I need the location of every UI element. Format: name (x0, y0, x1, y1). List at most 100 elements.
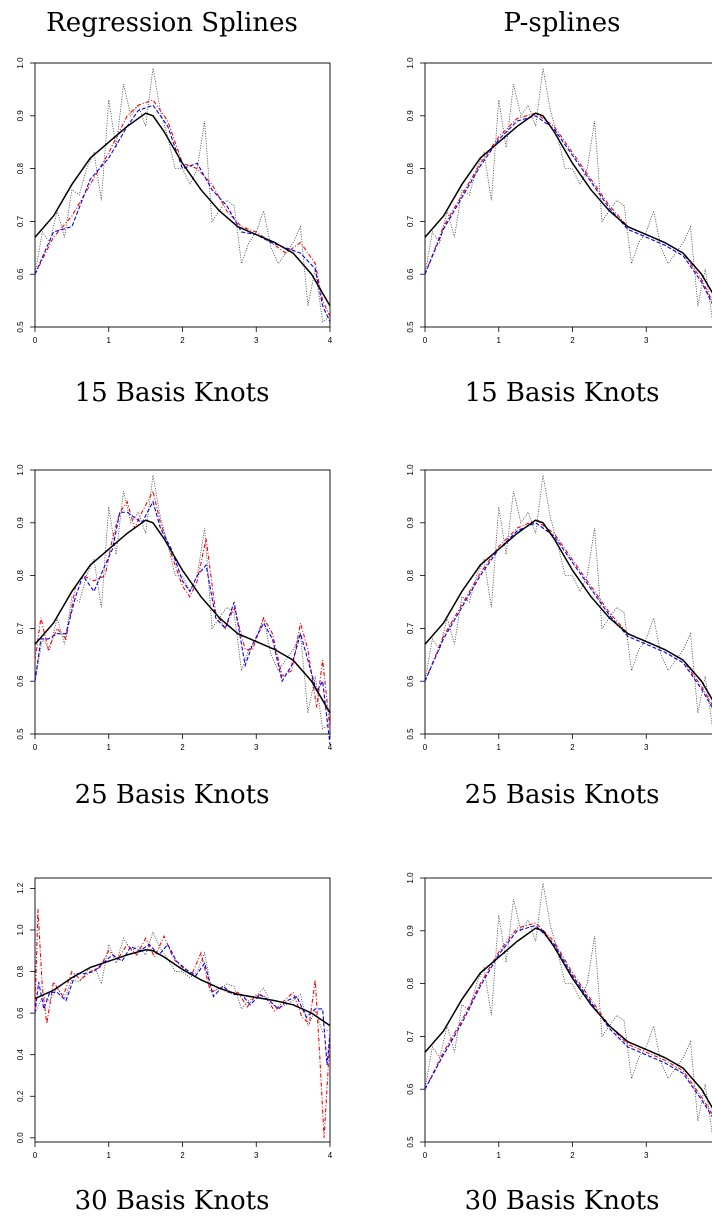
y-tick-label: 0.8 (406, 162, 415, 174)
x-tick-label: 2 (570, 336, 575, 345)
x-tick-label: 3 (644, 336, 649, 345)
chart-regression-15-knots: 0 1 2 3 4 0.5 0.6 0.7 0.8 0.9 1.0 (16, 57, 333, 345)
x-tick-label: 3 (254, 743, 259, 752)
y-tick-label: 0.5 (16, 321, 25, 333)
true-function-line (34, 519, 331, 714)
x-tick-label: 1 (107, 336, 112, 345)
y-tick-label: 0.8 (406, 977, 415, 989)
y-tick-label: 0.6 (16, 268, 25, 280)
y-tick-label: 0.9 (16, 517, 25, 529)
fit-red-line (424, 112, 712, 302)
x-tick-label: 1 (107, 1151, 112, 1160)
fit-blue-line (34, 500, 331, 745)
true-function-line (424, 519, 712, 701)
x-tick-label: 4 (328, 336, 333, 345)
y-tick-label: 0.6 (406, 675, 415, 687)
y-tick-label: 1.0 (16, 464, 25, 476)
y-tick-label: 0.6 (16, 675, 25, 687)
y-tick-label: 1.2 (16, 882, 25, 894)
x-tick-label: 0 (33, 1151, 38, 1160)
y-tick-label: 0.7 (406, 622, 415, 634)
caption-regression-15-knots: 15 Basis Knots (74, 378, 270, 408)
y-tick-label: 0.8 (16, 162, 25, 174)
caption-regression-25-knots: 25 Basis Knots (74, 780, 270, 810)
observed-data-line (424, 475, 712, 728)
x-tick-label: 0 (33, 743, 38, 752)
fit-blue-line (424, 924, 712, 1118)
y-tick-label: 0.6 (406, 268, 415, 280)
y-tick-label: 0.8 (406, 569, 415, 581)
x-tick-label: 2 (570, 743, 575, 752)
y-tick-label: 0.5 (406, 321, 415, 333)
caption-psplines-30-knots: 30 Basis Knots (464, 1186, 660, 1216)
plot-frame (424, 469, 712, 735)
fit-red-line (34, 489, 331, 729)
true-function-line (34, 948, 331, 1027)
y-tick-label: 0.5 (406, 728, 415, 740)
x-tick-label: 2 (180, 1151, 185, 1160)
true-function-line (424, 112, 712, 294)
y-tick-label: 0.8 (16, 965, 25, 977)
y-tick-label: 0.9 (16, 110, 25, 122)
chart-regression-30-knots: 0 1 2 3 4 0.0 0.2 0.4 0.6 0.8 1.0 1.2 (16, 877, 333, 1160)
y-tick-label: 0.9 (406, 517, 415, 529)
x-tick-label: 1 (497, 743, 502, 752)
y-tick-label: 0.0 (16, 1132, 25, 1144)
fit-blue-line (424, 522, 712, 709)
caption-psplines-15-knots: 15 Basis Knots (464, 378, 660, 408)
x-tick-label: 3 (644, 743, 649, 752)
caption-regression-30-knots: 30 Basis Knots (74, 1186, 270, 1216)
observed-data-line (34, 475, 331, 730)
y-tick-label: 0.4 (16, 1049, 25, 1061)
y-tick-label: 0.9 (406, 925, 415, 937)
y-tick-label: 0.8 (16, 569, 25, 581)
y-tick-label: 0.2 (16, 1090, 25, 1102)
x-tick-label: 1 (497, 336, 502, 345)
x-tick-label: 3 (254, 336, 259, 345)
plot-frame (424, 62, 712, 328)
caption-psplines-25-knots: 25 Basis Knots (464, 780, 660, 810)
y-tick-label: 1.0 (406, 464, 415, 476)
y-tick-label: 0.9 (406, 110, 415, 122)
x-tick-label: 0 (423, 1151, 428, 1160)
fit-blue-line (34, 943, 331, 1066)
x-tick-label: 0 (423, 743, 428, 752)
x-tick-label: 2 (180, 743, 185, 752)
x-tick-label: 3 (254, 1151, 259, 1160)
column-title-p-splines: P-splines (503, 8, 621, 38)
true-function-line (34, 112, 331, 307)
x-tick-label: 0 (33, 336, 38, 345)
y-tick-label: 1.0 (406, 57, 415, 69)
y-tick-label: 0.7 (16, 622, 25, 634)
y-tick-label: 1.0 (406, 872, 415, 884)
x-tick-label: 1 (107, 743, 112, 752)
x-tick-label: 4 (328, 1151, 333, 1160)
chart-regression-25-knots: 0 1 2 3 4 0.5 0.6 0.7 0.8 0.9 1.0 (16, 464, 333, 752)
y-tick-label: 0.6 (16, 1007, 25, 1019)
y-tick-label: 1.0 (16, 924, 25, 936)
y-tick-label: 0.7 (406, 1030, 415, 1042)
fit-blue-line (34, 104, 331, 322)
column-title-regression-splines: Regression Splines (46, 8, 298, 38)
observed-data-line (34, 68, 331, 323)
y-tick-label: 0.7 (16, 215, 25, 227)
fit-red-line (424, 519, 712, 706)
fit-red-line (424, 922, 712, 1115)
y-tick-label: 0.7 (406, 215, 415, 227)
x-tick-label: 0 (423, 336, 428, 345)
observed-data-line (424, 68, 712, 321)
true-function-line (424, 927, 712, 1109)
x-tick-label: 1 (497, 1151, 502, 1160)
observed-data-line (34, 930, 331, 1033)
x-tick-label: 2 (180, 336, 185, 345)
x-tick-label: 2 (570, 1151, 575, 1160)
x-tick-label: 4 (328, 743, 333, 752)
y-tick-label: 0.5 (406, 1136, 415, 1148)
fit-red-line (34, 909, 331, 1138)
y-tick-label: 0.6 (406, 1083, 415, 1095)
y-tick-label: 0.5 (16, 728, 25, 740)
y-tick-label: 1.0 (16, 57, 25, 69)
